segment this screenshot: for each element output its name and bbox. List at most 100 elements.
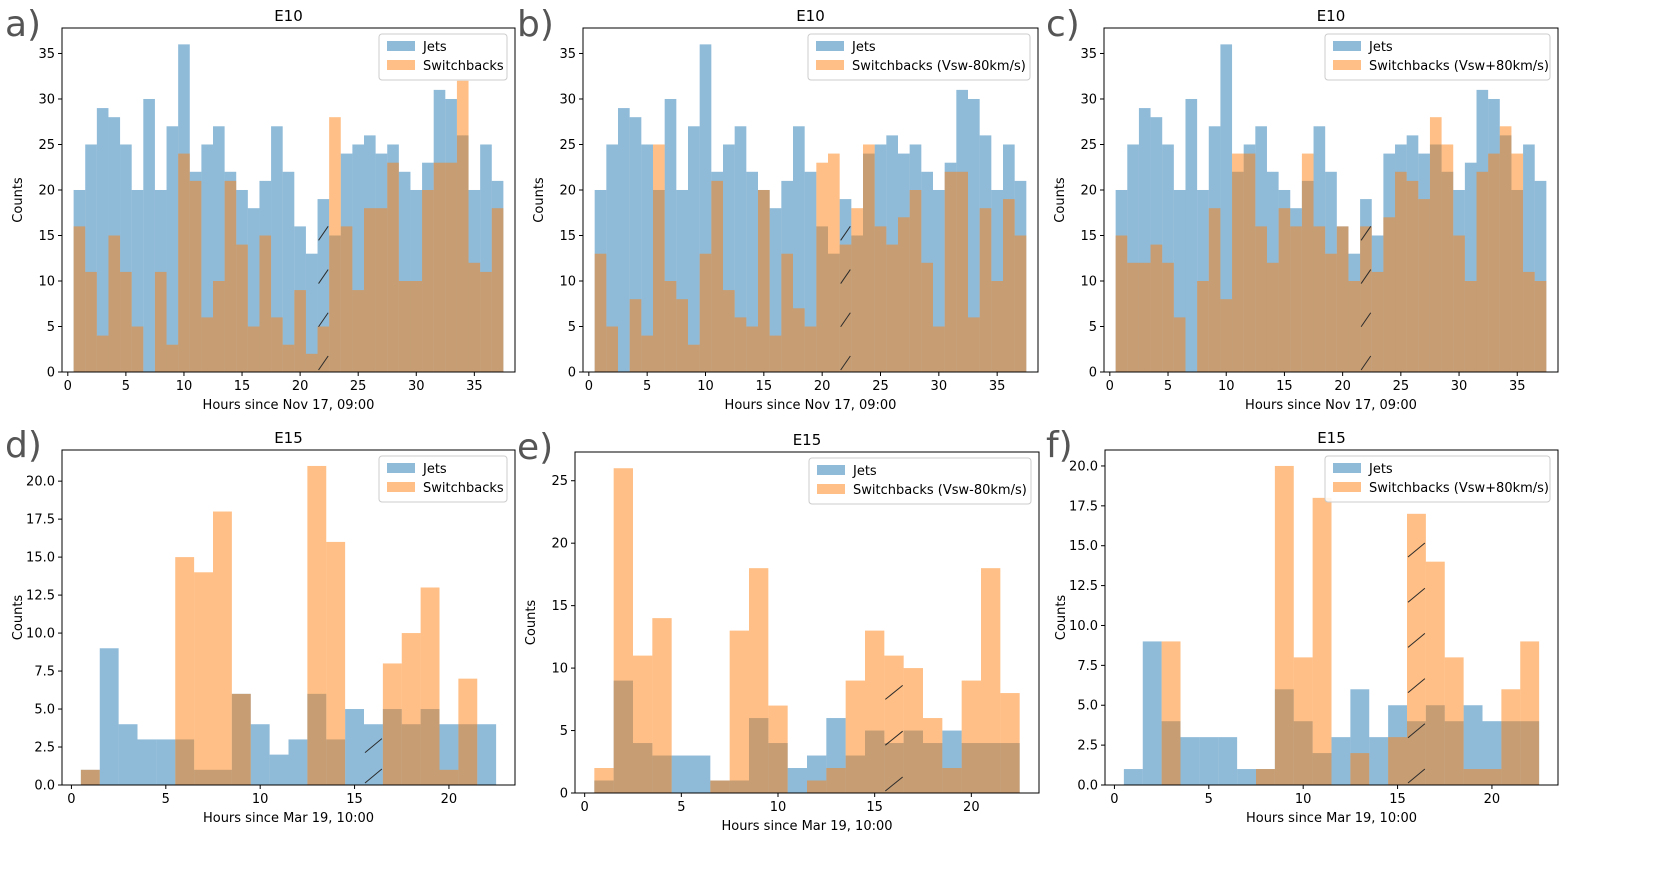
legend-label-jets: Jets bbox=[1368, 40, 1393, 55]
panel-label: e) bbox=[517, 427, 553, 468]
jets-bar bbox=[1162, 144, 1174, 372]
switchbacks-bar bbox=[85, 271, 97, 372]
switchbacks-bar bbox=[961, 680, 981, 793]
x-tick-label: 10 bbox=[697, 379, 714, 394]
jets-bar bbox=[305, 253, 318, 372]
switchbacks-bar bbox=[851, 208, 863, 372]
y-tick-label: 12.5 bbox=[1069, 579, 1098, 594]
switchbacks-bar bbox=[633, 655, 653, 793]
jets-bar bbox=[1523, 144, 1535, 372]
hatch-marks bbox=[840, 226, 851, 371]
jets-bar bbox=[85, 144, 97, 372]
switchbacks-bar bbox=[375, 208, 388, 372]
switchbacks-bar bbox=[1127, 262, 1139, 372]
hatch-line bbox=[1407, 587, 1426, 603]
hatch-line bbox=[1360, 269, 1372, 284]
y-axis-label: Counts bbox=[1053, 177, 1068, 223]
y-tick-label: 0.0 bbox=[34, 779, 55, 794]
x-tick-label: 25 bbox=[1393, 379, 1410, 394]
legend-label-switchbacks: Switchbacks bbox=[423, 481, 504, 496]
switchbacks-bar bbox=[1162, 262, 1174, 372]
jets-bar bbox=[1197, 189, 1209, 372]
y-tick-label: 12.5 bbox=[26, 589, 55, 604]
switchbacks-bar bbox=[1383, 217, 1396, 372]
y-tick-label: 20.0 bbox=[1069, 459, 1098, 474]
y-tick-label: 5.0 bbox=[34, 703, 55, 718]
switchbacks-bar bbox=[826, 768, 846, 793]
switchbacks-bar bbox=[781, 253, 793, 372]
x-tick-label: 15 bbox=[346, 792, 363, 807]
legend: Jets Switchbacks (Vsw-80km/s) bbox=[807, 33, 1031, 81]
switchbacks-bar bbox=[231, 693, 251, 785]
legend-box bbox=[1324, 455, 1551, 503]
x-tick-label: 20 bbox=[292, 379, 309, 394]
jets-bar bbox=[317, 199, 330, 372]
switchbacks-bar bbox=[828, 153, 840, 372]
legend-swatch-jets bbox=[387, 463, 415, 473]
jets-bar bbox=[137, 739, 157, 785]
switchbacks-bar bbox=[1115, 235, 1128, 372]
y-tick-label: 15 bbox=[38, 229, 55, 244]
switchbacks-bar bbox=[676, 299, 688, 372]
legend-label-switchbacks: Switchbacks (Vsw+80km/s) bbox=[1369, 59, 1549, 74]
switchbacks-bar bbox=[1256, 769, 1275, 785]
y-tick-label: 25 bbox=[559, 138, 576, 153]
hatch-line bbox=[318, 269, 329, 284]
legend-swatch-switchbacks bbox=[387, 482, 415, 492]
jets-bar bbox=[723, 144, 735, 372]
switchbacks-bar bbox=[1350, 753, 1370, 785]
y-tick-label: 35 bbox=[38, 47, 55, 62]
switchbacks-bar bbox=[387, 162, 399, 372]
switchbacks-bar bbox=[398, 280, 411, 372]
switchbacks-bar bbox=[271, 317, 283, 372]
x-axis-label: Hours since Mar 19, 10:00 bbox=[203, 811, 374, 826]
switchbacks-series bbox=[80, 465, 478, 785]
switchbacks-bar bbox=[1482, 769, 1502, 785]
hatch-line bbox=[1360, 312, 1372, 328]
switchbacks-bar bbox=[884, 655, 904, 793]
switchbacks-bar bbox=[1520, 641, 1540, 785]
hatch-line bbox=[1360, 355, 1372, 371]
switchbacks-bar bbox=[213, 511, 232, 785]
jets-bar bbox=[201, 144, 213, 372]
legend-label-switchbacks: Switchbacks (Vsw-80km/s) bbox=[852, 59, 1026, 74]
y-tick-label: 0 bbox=[1089, 366, 1097, 381]
panel-label: d) bbox=[5, 425, 42, 466]
legend-swatch-jets bbox=[1333, 41, 1361, 51]
switchbacks-bar bbox=[340, 226, 353, 372]
panel-a: 0 5 10 15 20 25 30 35 0 5 10 15 20 25 30 35 Hours since … bbox=[5, 4, 516, 413]
y-tick-label: 0.0 bbox=[1077, 779, 1098, 794]
jets-bar bbox=[671, 755, 691, 793]
y-tick-label: 15.0 bbox=[1069, 539, 1098, 554]
switchbacks-bar bbox=[968, 317, 980, 372]
switchbacks-bar bbox=[1388, 737, 1407, 785]
y-axis-label: Counts bbox=[11, 595, 26, 641]
switchbacks-series bbox=[594, 468, 1020, 793]
jets-bar bbox=[787, 768, 807, 793]
jets-bar bbox=[618, 108, 630, 372]
legend-label-switchbacks: Switchbacks (Vsw+80km/s) bbox=[1369, 481, 1549, 496]
y-tick-label: 15 bbox=[1080, 229, 1097, 244]
x-tick-label: 10 bbox=[176, 379, 193, 394]
switchbacks-bar bbox=[1293, 657, 1313, 785]
legend: Jets Switchbacks (Vsw-80km/s) bbox=[808, 457, 1032, 505]
jets-bar bbox=[699, 44, 712, 372]
y-axis-label: Counts bbox=[532, 177, 547, 223]
jets-bar bbox=[664, 98, 677, 372]
x-axis-label: Hours since Nov 17, 09:00 bbox=[725, 398, 897, 413]
legend-swatch-jets bbox=[387, 41, 415, 51]
switchbacks-bar bbox=[1220, 299, 1233, 372]
jets-bar bbox=[1123, 769, 1143, 785]
switchbacks-bar bbox=[807, 780, 827, 793]
y-tick-label: 0 bbox=[560, 787, 568, 802]
chart-title: E15 bbox=[274, 429, 303, 447]
x-axis-label: Hours since Nov 17, 09:00 bbox=[1245, 398, 1417, 413]
x-tick-label: 10 bbox=[770, 800, 787, 815]
y-tick-label: 35 bbox=[559, 47, 576, 62]
jets-bar bbox=[410, 189, 423, 372]
x-tick-label: 0 bbox=[585, 379, 593, 394]
x-tick-label: 5 bbox=[677, 800, 685, 815]
jets-bar bbox=[247, 208, 260, 372]
switchbacks-bar bbox=[1173, 317, 1186, 372]
